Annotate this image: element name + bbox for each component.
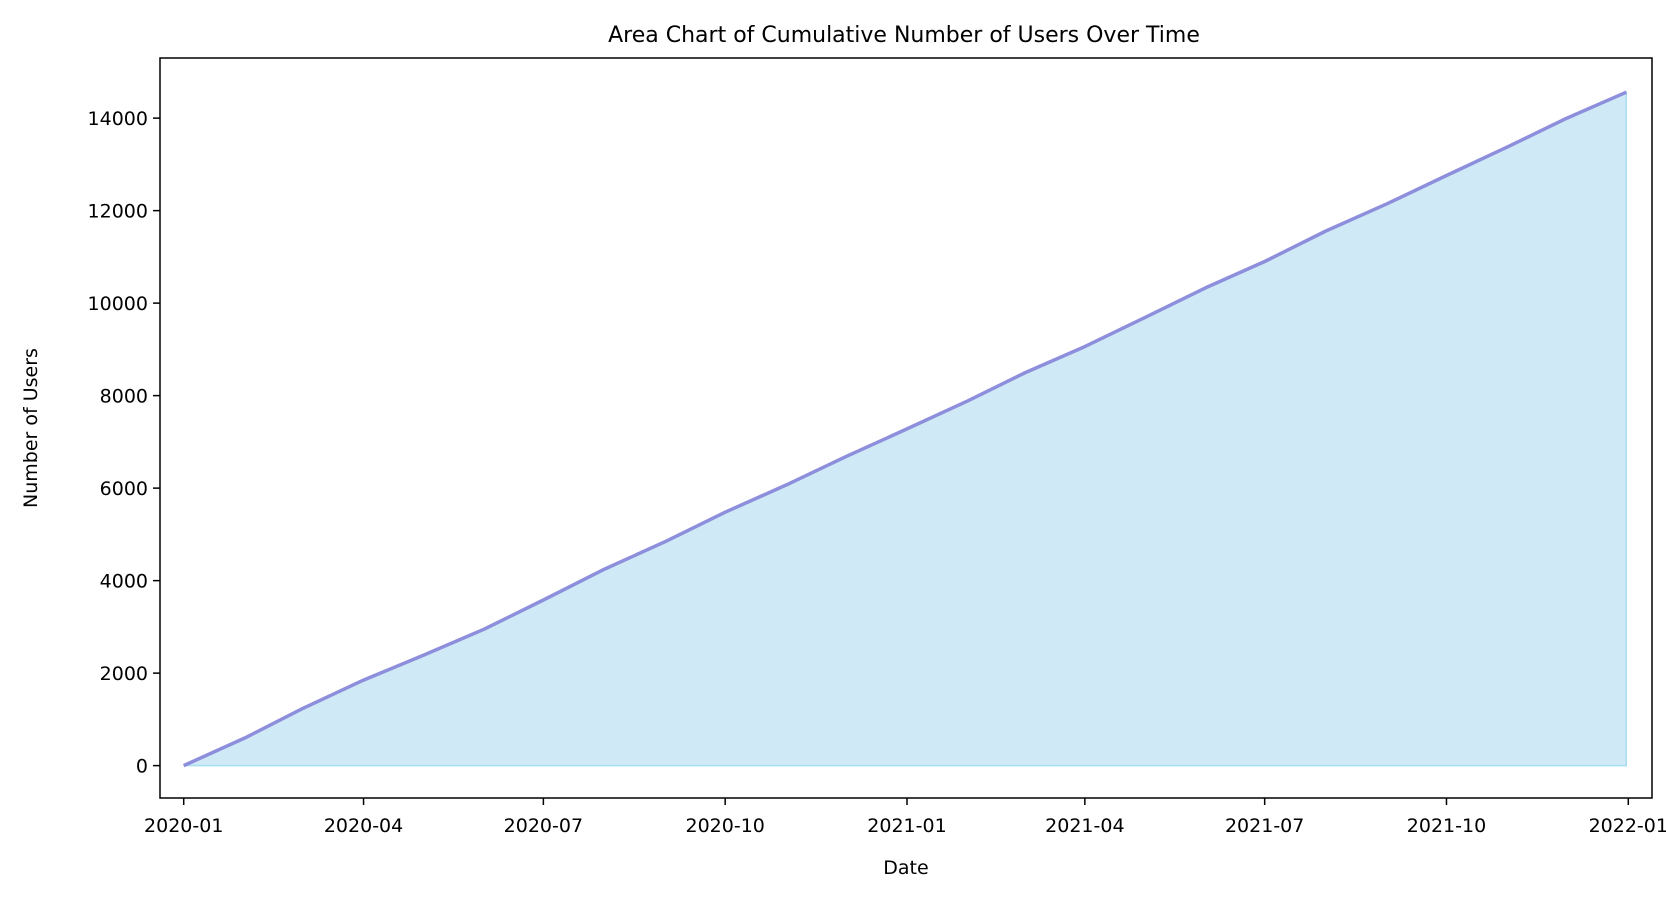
y-tick-label: 4000 (100, 571, 148, 593)
y-tick-label: 2000 (100, 663, 148, 685)
plot-frame (159, 57, 1653, 799)
plot-area (182, 90, 1628, 768)
x-tick-label: 2020-10 (685, 815, 764, 837)
x-tick-label: 2021-07 (1225, 815, 1304, 837)
x-tick-label: 2022-01 (1589, 815, 1666, 837)
series-line (182, 90, 1628, 768)
y-tick-label: 6000 (100, 478, 148, 500)
axis-ticks: 2020-01 2020-04 2020-07 2020-10 2021-01 2021-… (88, 108, 1666, 837)
x-tick-label: 2020-04 (324, 815, 403, 837)
y-axis-label: Number of Users (20, 348, 42, 508)
x-axis-label: Date (883, 857, 928, 879)
x-tick-label: 2021-10 (1407, 815, 1486, 837)
y-tick-label: 8000 (100, 386, 148, 408)
y-tick-label: 12000 (88, 201, 148, 223)
y-tick-label: 10000 (88, 293, 148, 315)
y-tick-label: 14000 (88, 108, 148, 130)
y-tick-label: 0 (136, 756, 148, 778)
x-tick-label: 2020-01 (144, 815, 223, 837)
x-tick-label: 2021-01 (867, 815, 946, 837)
x-tick-label: 2020-07 (504, 815, 583, 837)
chart-title: Area Chart of Cumulative Number of Users… (608, 23, 1200, 48)
x-tick-label: 2021-04 (1045, 815, 1124, 837)
